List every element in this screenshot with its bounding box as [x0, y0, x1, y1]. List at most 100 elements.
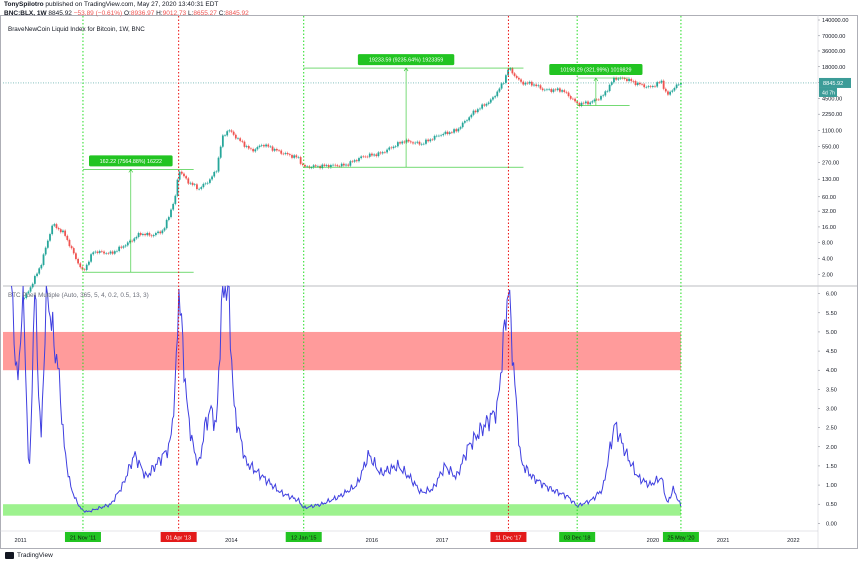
candle-body — [44, 247, 47, 255]
candle-body — [317, 166, 319, 167]
candle-body — [288, 154, 291, 156]
candle-body — [539, 85, 542, 89]
candle-body — [94, 251, 97, 253]
puell-tick-label: 4.00 — [826, 368, 837, 374]
candle-body — [139, 233, 142, 235]
candle-body — [623, 78, 626, 80]
candle-body — [215, 171, 218, 173]
countdown-badge-text: 4d 7h — [822, 90, 835, 96]
candle-body — [64, 230, 67, 236]
tradingview-logo[interactable]: TradingView — [5, 552, 53, 559]
candle-body — [649, 86, 652, 87]
candle-body — [83, 269, 86, 271]
candle-body — [446, 131, 449, 134]
candle-body — [334, 164, 337, 166]
candle-body — [263, 145, 265, 147]
candle-body — [658, 82, 661, 83]
candle-body — [463, 121, 466, 123]
candle-body — [111, 251, 114, 254]
candle-body — [126, 242, 129, 246]
candle-body — [109, 251, 112, 254]
event-label-text: 11 Dec '17 — [495, 535, 521, 541]
price-tick-label: 32.00 — [822, 209, 836, 215]
candle-body — [284, 152, 287, 154]
candle-body — [630, 78, 633, 82]
candle-body — [638, 82, 641, 85]
symbol-label[interactable]: BNC:BLX, 1W — [4, 10, 47, 17]
candle-body — [399, 142, 401, 144]
candle-body — [105, 253, 108, 254]
candle-body — [275, 148, 278, 151]
candle-body — [409, 141, 412, 143]
author-name[interactable]: TonySpilotro — [4, 1, 44, 8]
price-tick-label: 4.00 — [822, 257, 833, 263]
candle-body — [241, 140, 244, 142]
candle-body — [394, 146, 397, 147]
candle-body — [81, 267, 84, 270]
candle-body — [671, 90, 674, 92]
candle-body — [444, 131, 447, 134]
candle-body — [176, 179, 179, 196]
candle-body — [476, 109, 479, 113]
candle-body — [122, 246, 125, 248]
candle-body — [403, 141, 406, 143]
candle-body — [602, 95, 605, 97]
candle-body — [520, 79, 522, 82]
candle-body — [582, 102, 585, 104]
low-label: L: — [187, 10, 194, 17]
candle-body — [98, 251, 101, 253]
candle-body — [617, 78, 620, 80]
candle-body — [185, 176, 188, 179]
candle-body — [282, 153, 285, 155]
candle-body — [381, 152, 384, 154]
measure-label-box — [89, 155, 173, 167]
candle-body — [541, 88, 544, 91]
candle-body — [453, 129, 455, 133]
candle-body — [68, 239, 71, 247]
candle-body — [483, 104, 486, 106]
candle-body — [120, 246, 123, 248]
candle-body — [515, 75, 518, 78]
measure-label-text: 19233.59 (9235.64%) 1923359 — [369, 58, 443, 64]
candle-body — [384, 152, 386, 153]
candle-body — [198, 188, 200, 190]
time-tick-label: 2014 — [225, 538, 237, 544]
candle-body — [278, 150, 280, 151]
candle-body — [615, 77, 618, 80]
candle-body — [466, 120, 468, 122]
open-value: 8936.97 — [130, 10, 155, 17]
candle-body — [429, 139, 432, 142]
candle-body — [142, 233, 144, 235]
candle-body — [258, 145, 261, 148]
candle-body — [304, 165, 306, 167]
candle-body — [479, 108, 481, 110]
candle-body — [42, 254, 45, 265]
current-price-badge — [819, 77, 851, 88]
event-label-box — [490, 532, 527, 542]
candle-body — [40, 264, 43, 269]
event-label-text: 25 May '20 — [667, 535, 694, 541]
candle-body — [226, 131, 229, 136]
candle-body — [103, 251, 105, 254]
time-tick-label: 2021 — [717, 538, 729, 544]
candle-body — [163, 228, 166, 231]
candle-body — [450, 132, 453, 133]
candle-body — [474, 110, 477, 113]
candle-body — [513, 73, 516, 76]
candle-body — [243, 141, 246, 147]
candle-body — [170, 209, 172, 218]
close-label: C: — [218, 10, 226, 17]
candle-body — [604, 91, 607, 96]
candle-body — [254, 149, 257, 152]
candle-body — [196, 184, 198, 190]
candle-body — [634, 81, 637, 85]
candle-body — [418, 141, 421, 145]
candle-body — [496, 91, 499, 97]
puell-tick-label: 5.00 — [826, 330, 837, 336]
candle-body — [167, 217, 170, 220]
candle-body — [351, 161, 354, 162]
candle-body — [133, 238, 136, 242]
candle-body — [524, 82, 527, 85]
candle-body — [662, 80, 665, 89]
